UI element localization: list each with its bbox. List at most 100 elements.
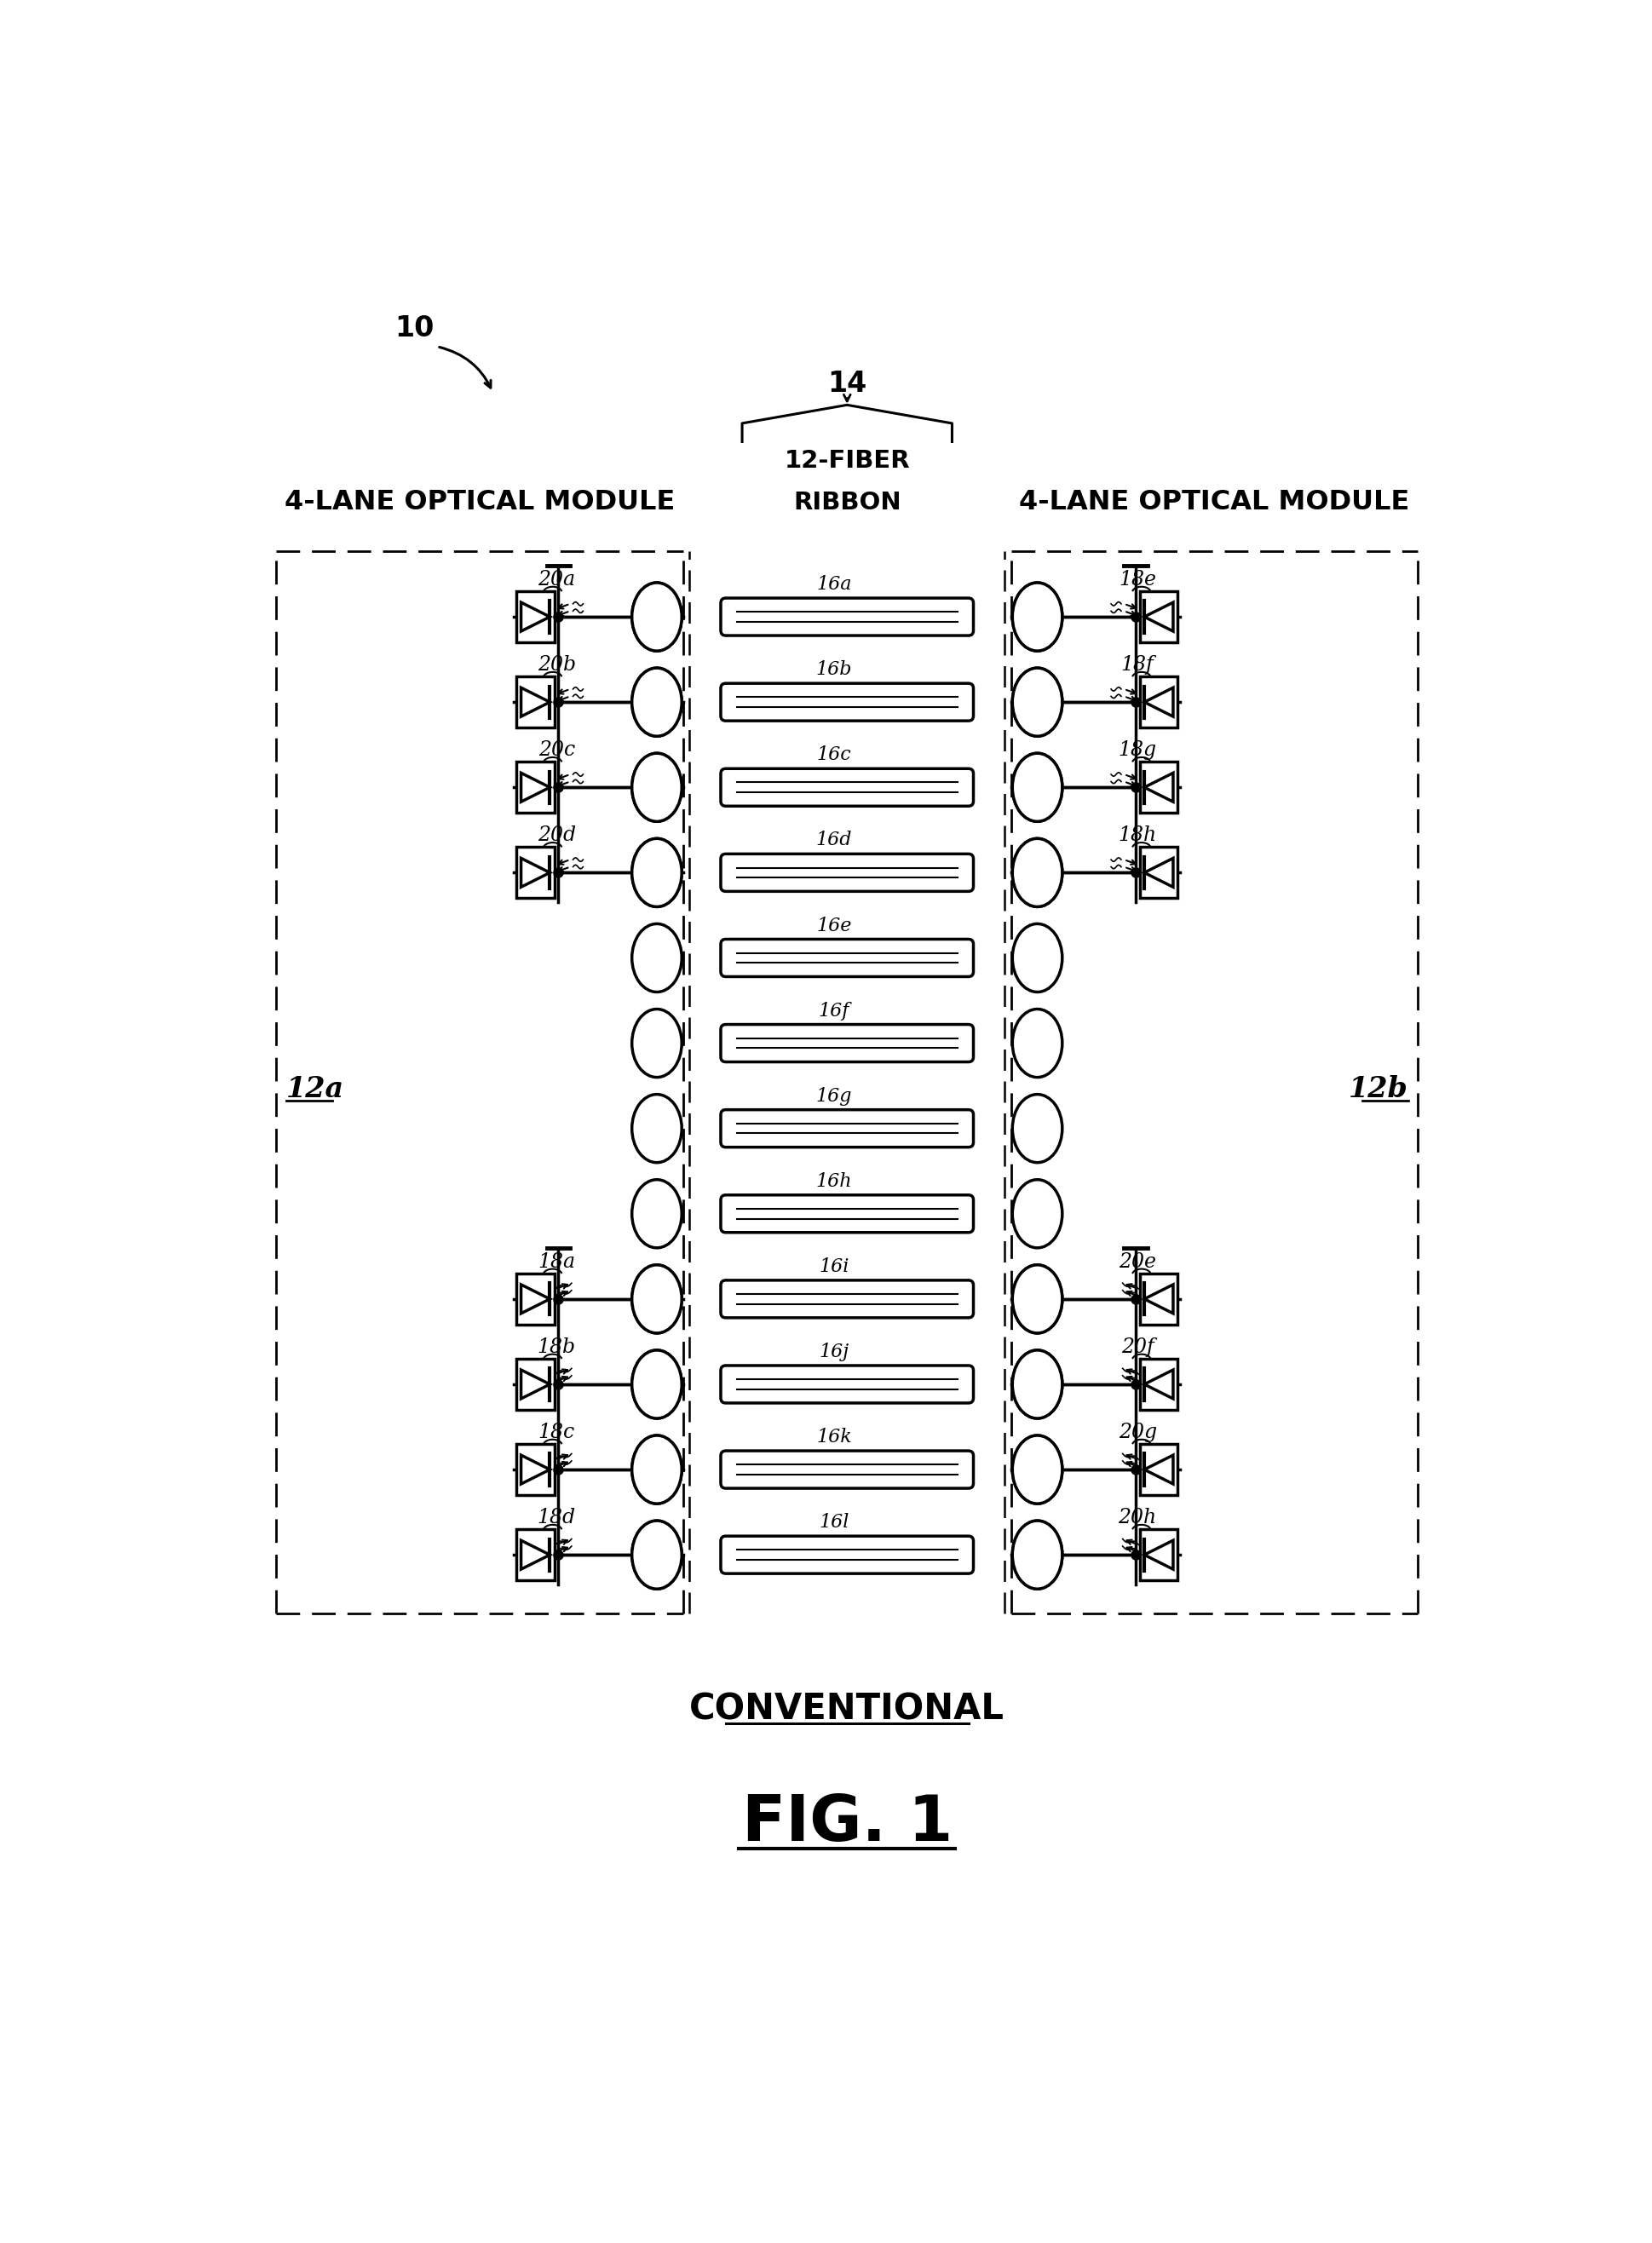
Bar xyxy=(515,592,553,641)
FancyBboxPatch shape xyxy=(720,1196,973,1231)
Ellipse shape xyxy=(1013,1350,1062,1418)
Bar xyxy=(515,1274,553,1326)
Ellipse shape xyxy=(631,1009,681,1077)
Bar xyxy=(1140,1359,1178,1411)
Ellipse shape xyxy=(1013,668,1062,736)
Ellipse shape xyxy=(1013,583,1062,650)
Text: 18b: 18b xyxy=(537,1337,575,1357)
FancyBboxPatch shape xyxy=(720,1281,973,1317)
Bar xyxy=(1140,1274,1178,1326)
Text: 18d: 18d xyxy=(537,1507,575,1527)
Ellipse shape xyxy=(1013,1095,1062,1162)
Ellipse shape xyxy=(631,1265,681,1332)
Bar xyxy=(515,1359,553,1411)
Ellipse shape xyxy=(631,839,681,906)
Ellipse shape xyxy=(1013,839,1062,906)
Bar xyxy=(1140,592,1178,641)
Ellipse shape xyxy=(1013,668,1062,736)
Ellipse shape xyxy=(1013,1436,1062,1503)
Ellipse shape xyxy=(631,1436,681,1503)
Text: 16k: 16k xyxy=(816,1429,851,1447)
Ellipse shape xyxy=(631,754,681,821)
Bar xyxy=(1140,848,1178,897)
Bar xyxy=(1140,763,1178,812)
Bar xyxy=(515,1444,553,1496)
Bar xyxy=(515,1530,553,1581)
FancyBboxPatch shape xyxy=(720,1536,973,1575)
Ellipse shape xyxy=(1013,839,1062,906)
Ellipse shape xyxy=(631,839,681,906)
FancyBboxPatch shape xyxy=(720,769,973,805)
Text: 18e: 18e xyxy=(1118,570,1156,590)
Bar xyxy=(515,763,553,812)
Text: 16l: 16l xyxy=(818,1514,849,1532)
Text: 20a: 20a xyxy=(537,570,575,590)
Ellipse shape xyxy=(1013,754,1062,821)
Bar xyxy=(1140,677,1178,727)
Ellipse shape xyxy=(631,1521,681,1588)
Text: 18a: 18a xyxy=(537,1252,575,1272)
Ellipse shape xyxy=(631,924,681,991)
Ellipse shape xyxy=(631,1265,681,1332)
Text: CONVENTIONAL: CONVENTIONAL xyxy=(689,1691,1004,1727)
FancyBboxPatch shape xyxy=(720,684,973,720)
Text: FIG. 1: FIG. 1 xyxy=(742,1792,952,1855)
Text: 20g: 20g xyxy=(1118,1422,1156,1442)
FancyBboxPatch shape xyxy=(720,940,973,976)
Ellipse shape xyxy=(631,583,681,650)
Text: 16e: 16e xyxy=(816,915,851,935)
Ellipse shape xyxy=(1013,1180,1062,1247)
Text: 16g: 16g xyxy=(816,1088,852,1106)
FancyBboxPatch shape xyxy=(720,599,973,635)
Ellipse shape xyxy=(1013,1521,1062,1588)
Bar xyxy=(1140,1530,1178,1581)
Ellipse shape xyxy=(1013,1265,1062,1332)
Bar xyxy=(515,677,553,727)
FancyBboxPatch shape xyxy=(720,1366,973,1404)
Bar xyxy=(1140,1444,1178,1496)
Ellipse shape xyxy=(1013,1436,1062,1503)
FancyBboxPatch shape xyxy=(720,855,973,890)
Ellipse shape xyxy=(631,1350,681,1418)
Ellipse shape xyxy=(1013,754,1062,821)
Text: 16j: 16j xyxy=(819,1344,849,1362)
Ellipse shape xyxy=(631,1180,681,1247)
Text: 20b: 20b xyxy=(537,655,575,675)
Text: 20f: 20f xyxy=(1120,1337,1153,1357)
Text: 12-FIBER: 12-FIBER xyxy=(783,449,910,473)
Ellipse shape xyxy=(631,1436,681,1503)
Ellipse shape xyxy=(1013,583,1062,650)
Ellipse shape xyxy=(631,668,681,736)
Text: 16c: 16c xyxy=(816,745,851,765)
Ellipse shape xyxy=(631,1521,681,1588)
Text: 16h: 16h xyxy=(816,1173,852,1191)
Ellipse shape xyxy=(1013,1521,1062,1588)
Text: 20d: 20d xyxy=(537,825,575,846)
Text: 14: 14 xyxy=(828,370,866,397)
Text: 4-LANE OPTICAL MODULE: 4-LANE OPTICAL MODULE xyxy=(284,489,674,516)
FancyBboxPatch shape xyxy=(720,1110,973,1146)
Text: 18c: 18c xyxy=(539,1422,575,1442)
Text: 20c: 20c xyxy=(539,740,575,760)
Text: 10: 10 xyxy=(395,314,433,343)
Ellipse shape xyxy=(631,1095,681,1162)
Ellipse shape xyxy=(1013,924,1062,991)
Ellipse shape xyxy=(1013,1350,1062,1418)
Text: 18g: 18g xyxy=(1118,740,1156,760)
Text: 20h: 20h xyxy=(1118,1507,1156,1527)
Text: 16d: 16d xyxy=(816,830,852,850)
Text: 16b: 16b xyxy=(816,659,852,680)
Ellipse shape xyxy=(631,668,681,736)
Bar xyxy=(515,848,553,897)
Ellipse shape xyxy=(631,583,681,650)
Text: 16i: 16i xyxy=(818,1258,849,1276)
FancyBboxPatch shape xyxy=(720,1451,973,1489)
Text: RIBBON: RIBBON xyxy=(793,491,900,514)
Ellipse shape xyxy=(631,754,681,821)
Ellipse shape xyxy=(1013,1009,1062,1077)
Text: 16a: 16a xyxy=(816,574,851,594)
Text: 16f: 16f xyxy=(818,1000,849,1021)
Ellipse shape xyxy=(631,1350,681,1418)
Text: 4-LANE OPTICAL MODULE: 4-LANE OPTICAL MODULE xyxy=(1019,489,1409,516)
Text: 18h: 18h xyxy=(1118,825,1156,846)
